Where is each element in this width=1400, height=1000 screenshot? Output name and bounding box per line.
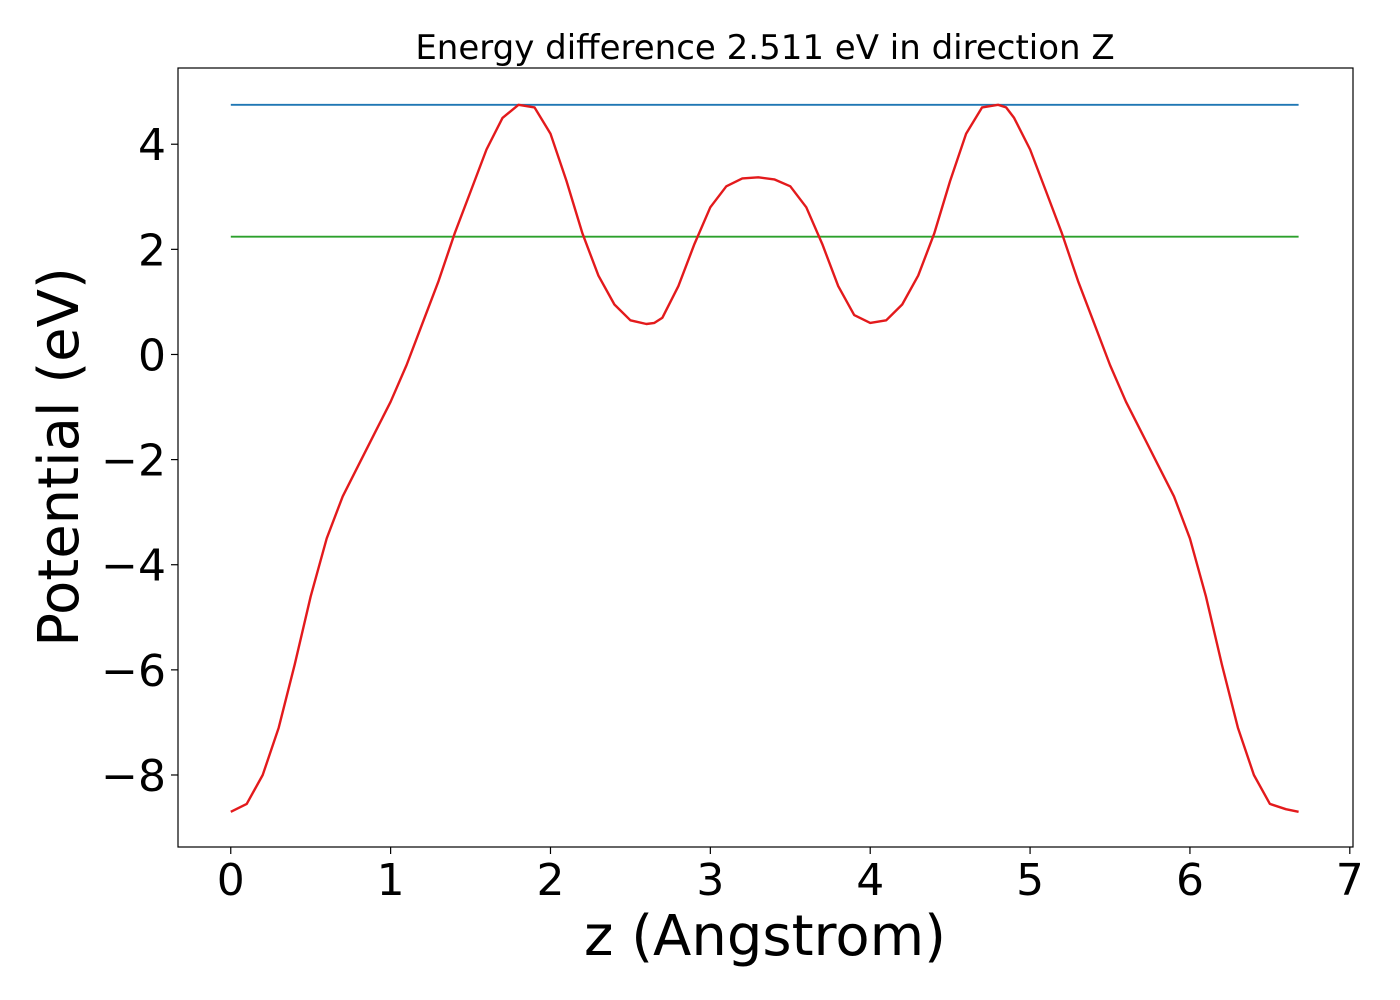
y-axis-label: Potential (eV): [27, 267, 92, 647]
y-tick-label: 2: [138, 225, 166, 276]
plot-area: [230, 103, 1299, 813]
y-tick-label: −2: [101, 436, 166, 487]
axes-frame: [177, 67, 1354, 848]
x-tick-label: 6: [1176, 855, 1204, 906]
x-tick-label: 3: [696, 855, 724, 906]
y-tick-label: 0: [138, 330, 166, 381]
x-tick-label: 5: [1016, 855, 1044, 906]
chart-title: Energy difference 2.511 eV in direction …: [415, 28, 1114, 68]
x-tick-label: 0: [217, 855, 245, 906]
y-axis: −8 −6 −4 −2 0 2 4: [101, 120, 178, 802]
potential-curve: [230, 103, 1299, 813]
y-tick-label: 4: [138, 120, 166, 171]
x-tick-label: 4: [856, 855, 884, 906]
x-axis: 0 1 2 3 4 5 6 7: [217, 847, 1364, 906]
y-tick-label: −6: [101, 646, 166, 697]
x-axis-label: z (Angstrom): [584, 904, 946, 969]
y-tick-label: −4: [101, 541, 166, 592]
x-tick-label: 1: [377, 855, 405, 906]
x-tick-label: 7: [1336, 855, 1364, 906]
y-tick-label: −8: [101, 751, 166, 802]
x-tick-label: 2: [536, 855, 564, 906]
